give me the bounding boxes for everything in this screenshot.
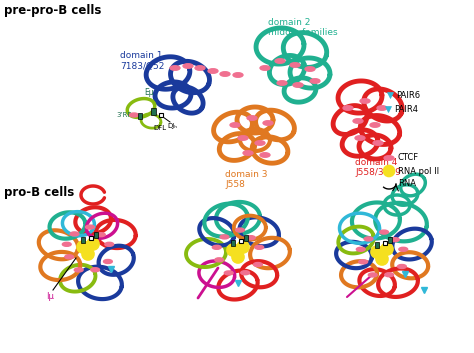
FancyBboxPatch shape [94,232,98,238]
Circle shape [227,244,239,256]
Ellipse shape [224,271,233,275]
Ellipse shape [129,113,138,117]
FancyBboxPatch shape [231,240,235,246]
FancyBboxPatch shape [89,236,93,240]
Ellipse shape [243,151,253,155]
Ellipse shape [65,255,73,259]
Ellipse shape [391,238,399,242]
FancyBboxPatch shape [383,241,387,245]
Ellipse shape [368,273,377,277]
Text: RNA pol II: RNA pol II [398,167,439,175]
Ellipse shape [170,66,180,70]
Text: pre-pro-B cells: pre-pro-B cells [4,4,101,17]
FancyBboxPatch shape [152,108,156,114]
Ellipse shape [183,64,193,68]
Circle shape [87,238,99,250]
Text: 3’RR: 3’RR [116,112,132,118]
Ellipse shape [359,260,368,264]
FancyBboxPatch shape [375,242,379,248]
Ellipse shape [355,136,365,140]
Ellipse shape [96,233,105,237]
Ellipse shape [220,235,229,239]
Text: RNA: RNA [398,179,416,189]
Ellipse shape [208,69,218,73]
Ellipse shape [246,236,255,240]
Ellipse shape [277,81,287,85]
Text: Iμ: Iμ [46,292,54,301]
Ellipse shape [384,156,394,160]
Text: DJₕ: DJₕ [167,123,177,129]
Ellipse shape [238,136,248,140]
Text: domain 1
7183/Q52: domain 1 7183/Q52 [120,51,164,71]
Text: domain 2
middle families: domain 2 middle families [268,18,337,37]
Ellipse shape [263,121,273,125]
FancyBboxPatch shape [244,235,248,241]
Ellipse shape [275,59,285,63]
FancyBboxPatch shape [388,237,392,243]
Ellipse shape [385,273,393,277]
Ellipse shape [290,63,300,67]
Ellipse shape [195,66,205,70]
Circle shape [237,241,249,253]
FancyBboxPatch shape [81,237,85,243]
Ellipse shape [215,258,224,262]
Text: PAIR4: PAIR4 [394,104,418,114]
Text: Eμ: Eμ [144,88,154,97]
Ellipse shape [247,116,257,120]
Text: DFL: DFL [154,125,166,131]
Ellipse shape [398,264,406,269]
Ellipse shape [91,268,100,272]
Ellipse shape [353,119,363,123]
Ellipse shape [260,66,270,70]
FancyBboxPatch shape [159,113,163,117]
Ellipse shape [241,271,250,275]
Ellipse shape [260,153,270,157]
Ellipse shape [105,242,114,246]
Ellipse shape [343,106,353,110]
Ellipse shape [360,99,370,103]
Ellipse shape [233,73,243,77]
Ellipse shape [373,141,383,145]
Ellipse shape [255,245,264,249]
Ellipse shape [86,225,94,229]
Ellipse shape [364,237,373,241]
Ellipse shape [293,83,303,87]
Circle shape [383,166,394,176]
Ellipse shape [230,123,240,127]
Circle shape [232,251,244,263]
FancyBboxPatch shape [239,239,243,243]
Ellipse shape [356,247,365,251]
Ellipse shape [377,106,387,110]
Text: pro-B cells: pro-B cells [4,186,74,199]
Text: domain 4
J558/3609: domain 4 J558/3609 [355,158,401,178]
Circle shape [376,253,388,265]
Ellipse shape [254,263,262,267]
FancyBboxPatch shape [138,113,142,119]
Ellipse shape [370,123,380,127]
Text: PAIR6: PAIR6 [396,90,420,100]
Ellipse shape [380,230,388,234]
Ellipse shape [236,228,245,232]
Text: CTCF: CTCF [398,154,419,162]
Circle shape [381,243,393,255]
Ellipse shape [212,245,221,249]
Ellipse shape [399,247,408,251]
Ellipse shape [70,232,79,236]
Ellipse shape [103,259,112,263]
Ellipse shape [310,79,320,83]
Circle shape [77,241,89,253]
Circle shape [82,248,94,260]
Circle shape [371,246,383,258]
Ellipse shape [255,141,265,145]
Ellipse shape [74,268,83,272]
Ellipse shape [305,67,315,71]
Ellipse shape [220,72,230,76]
Text: domain 3
J558: domain 3 J558 [225,170,267,190]
Ellipse shape [63,242,71,246]
